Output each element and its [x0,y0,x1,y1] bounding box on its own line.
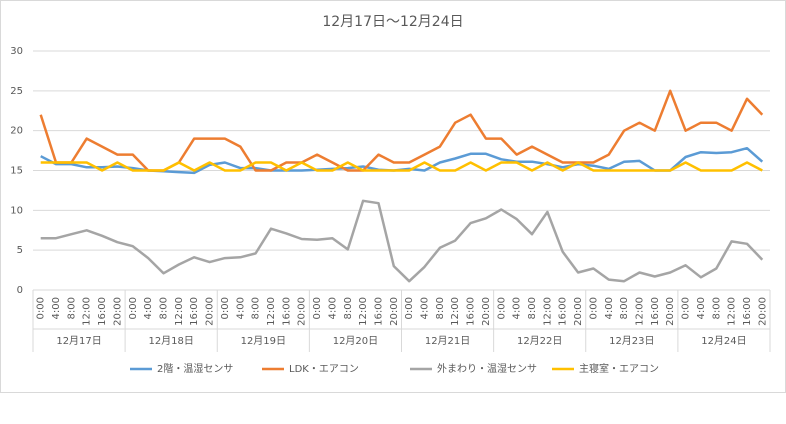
x-tick-label: 8:00 [66,297,77,319]
series-line [40,161,763,172]
x-tick-label: 8:00 [711,297,722,319]
x-tick-label: 0:00 [36,297,47,319]
y-tick-label: 20 [10,126,23,137]
y-tick-label: 30 [10,46,23,57]
x-tick-label: 8:00 [527,297,538,319]
x-tick-label: 20:00 [481,297,492,326]
x-tick-label: 20:00 [112,297,123,326]
x-tick-label: 0:00 [312,297,323,319]
x-tick-label: 4:00 [51,297,62,319]
y-tick-label: 5 [17,245,23,256]
x-tick-label: 4:00 [235,297,246,319]
x-tick-label: 12:00 [266,297,277,326]
group-label: 12月18日 [148,335,193,347]
group-label: 12月24日 [701,335,746,347]
x-tick-label: 20:00 [573,297,584,326]
x-tick-label: 0:00 [220,297,231,319]
group-label: 12月23日 [609,335,654,347]
x-tick-label: 0:00 [681,297,692,319]
y-tick-label: 0 [17,285,23,296]
x-tick-label: 16:00 [373,297,384,326]
x-tick-label: 12:00 [542,297,553,326]
x-tick-label: 20:00 [665,297,676,326]
x-tick-label: 20:00 [389,297,400,326]
x-tick-label: 16:00 [97,297,108,326]
group-label: 12月21日 [425,335,470,347]
x-tick-label: 4:00 [327,297,338,319]
group-label: 12月19日 [241,335,286,347]
x-tick-label: 12:00 [450,297,461,326]
x-tick-label: 8:00 [251,297,262,319]
series-line [40,199,764,283]
group-label: 12月22日 [517,335,562,347]
x-tick-label: 12:00 [82,297,93,326]
x-tick-label: 8:00 [343,297,354,319]
x-tick-label: 8:00 [619,297,630,319]
x-tick-label: 4:00 [143,297,154,319]
y-tick-label: 25 [10,86,23,97]
x-tick-label: 16:00 [189,297,200,326]
group-label: 12月17日 [56,335,101,347]
chart-frame [0,0,786,393]
x-tick-label: 12:00 [634,297,645,326]
y-tick-label: 15 [10,166,23,177]
x-tick-label: 4:00 [604,297,615,319]
chart-title: 12月17日～12月24日 [322,14,463,30]
x-tick-label: 16:00 [466,297,477,326]
x-tick-label: 20:00 [297,297,308,326]
legend-label: LDK・エアコン [289,364,359,375]
x-tick-label: 16:00 [558,297,569,326]
x-tick-label: 12:00 [358,297,369,326]
x-tick-label: 4:00 [696,297,707,319]
x-tick-label: 0:00 [588,297,599,319]
legend-label: 2階・温湿センサ [157,363,233,375]
x-tick-label: 20:00 [757,297,768,326]
x-tick-label: 12:00 [727,297,738,326]
x-tick-label: 20:00 [205,297,216,326]
x-tick-label: 8:00 [435,297,446,319]
x-tick-label: 12:00 [174,297,185,326]
x-tick-label: 0:00 [496,297,507,319]
x-tick-label: 8:00 [159,297,170,319]
legend-label: 外まわり・温湿センサ [437,363,537,375]
x-tick-label: 4:00 [420,297,431,319]
x-tick-label: 4:00 [512,297,523,319]
x-tick-label: 0:00 [404,297,415,319]
y-tick-label: 10 [10,205,23,216]
x-tick-label: 0:00 [128,297,139,319]
x-tick-label: 16:00 [650,297,661,326]
x-tick-label: 16:00 [281,297,292,326]
legend-label: 主寝室・エアコン [579,362,659,375]
x-tick-label: 16:00 [742,297,753,326]
group-label: 12月20日 [333,335,378,347]
